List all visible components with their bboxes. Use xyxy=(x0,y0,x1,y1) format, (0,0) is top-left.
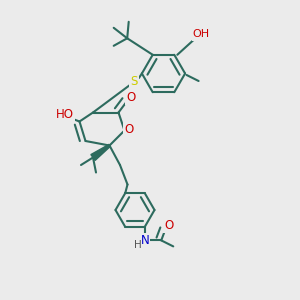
Text: N: N xyxy=(140,234,149,247)
Text: H: H xyxy=(134,240,142,250)
Text: O: O xyxy=(125,122,134,136)
Text: OH: OH xyxy=(193,29,210,39)
Text: HO: HO xyxy=(56,108,74,121)
Text: O: O xyxy=(164,219,173,232)
Text: O: O xyxy=(126,91,135,104)
Polygon shape xyxy=(91,145,110,160)
Text: S: S xyxy=(130,75,138,88)
